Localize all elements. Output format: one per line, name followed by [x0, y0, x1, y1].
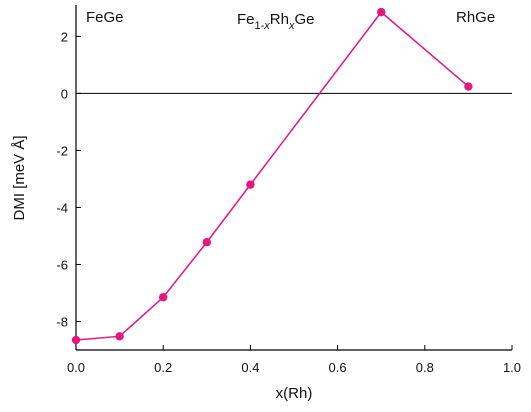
y-tick-label: -6 — [56, 257, 68, 272]
label-part: x — [288, 20, 295, 32]
label-part: 1- — [255, 20, 265, 32]
y-tick-label: -8 — [56, 314, 68, 329]
x-tick-label: 0.2 — [154, 360, 172, 375]
y-tick-label: -4 — [56, 200, 68, 215]
x-tick-label: 0.0 — [67, 360, 85, 375]
x-tick-label: 0.4 — [241, 360, 259, 375]
data-point — [71, 335, 81, 345]
x-tick-label: 0.8 — [416, 360, 434, 375]
annotation: FeGe — [86, 9, 124, 26]
data-point — [115, 332, 124, 341]
label-part: Fe — [237, 11, 255, 28]
label-part: Ge — [294, 11, 314, 28]
series-line — [75, 11, 469, 341]
compound-label: Fe1-xRhxGe — [237, 11, 315, 32]
data-point — [202, 238, 211, 247]
annotation: RhGe — [456, 9, 495, 26]
data-point — [159, 293, 168, 302]
data-point — [246, 180, 255, 189]
data-point — [377, 7, 386, 17]
x-axis-label: x(Rh) — [276, 385, 313, 402]
y-axis-label: DMI [meV Å] — [11, 135, 28, 220]
data-point — [464, 82, 473, 91]
x-tick-label: 0.6 — [329, 360, 347, 375]
x-tick-label: 1.0 — [503, 360, 521, 375]
label-part: Rh — [270, 11, 289, 28]
y-tick-label: -2 — [56, 143, 68, 158]
y-tick-label: 2 — [61, 29, 68, 44]
label-part: x — [263, 20, 270, 32]
y-tick-label: 0 — [61, 86, 68, 101]
